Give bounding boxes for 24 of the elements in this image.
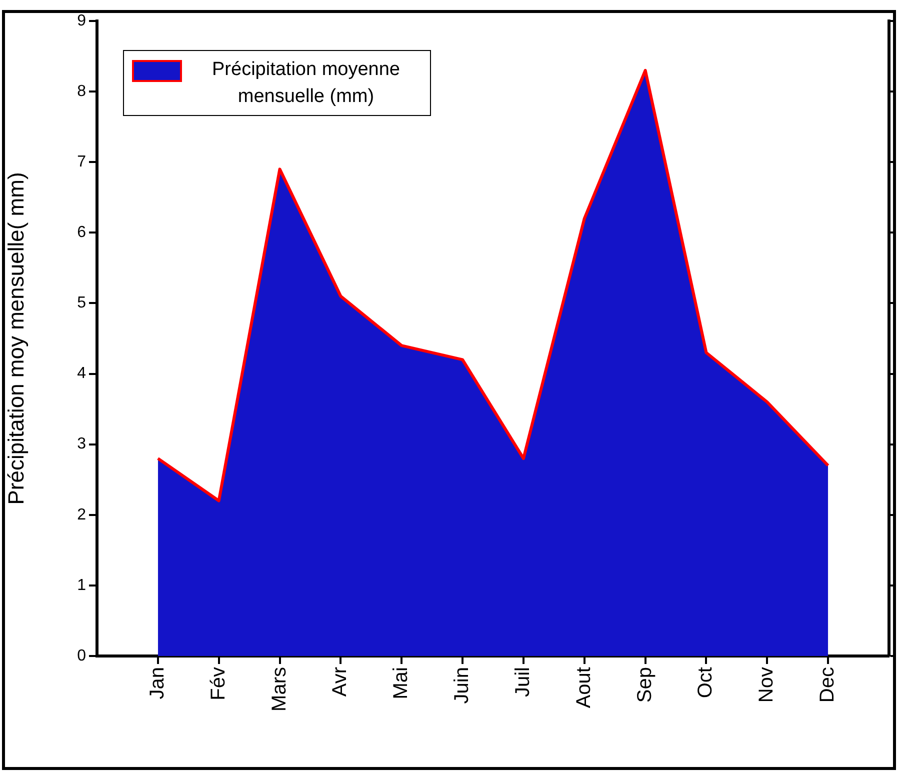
y-tick-label: 1 bbox=[77, 576, 86, 594]
x-tick-label: Fév bbox=[207, 667, 230, 700]
y-axis-title: Précipitation moy mensuelle( mm) bbox=[3, 172, 28, 505]
x-tick-label: Aout bbox=[572, 666, 595, 708]
y-tick-label: 0 bbox=[77, 647, 86, 664]
x-tick-label: Avr bbox=[329, 666, 352, 697]
x-tick-label: Dec bbox=[816, 667, 839, 703]
x-tick-label: Sep bbox=[634, 667, 656, 703]
x-tick-label: Mai bbox=[390, 667, 412, 700]
y-tick-label: 6 bbox=[77, 224, 86, 242]
y-tick-label: 5 bbox=[77, 294, 86, 312]
y-tick-label: 3 bbox=[77, 436, 86, 453]
y-tick-label: 2 bbox=[77, 506, 86, 524]
y-tick-label: 9 bbox=[77, 12, 86, 30]
x-tick-label: Juil bbox=[512, 667, 534, 698]
y-tick-label: 8 bbox=[77, 82, 86, 100]
x-tick-label: Oct bbox=[694, 666, 717, 698]
x-tick-label: Juin bbox=[451, 667, 474, 704]
y-tick-label: 4 bbox=[77, 365, 86, 382]
x-tick-label: Mars bbox=[268, 667, 290, 712]
legend-label: Précipitation moyenne mensuelle (mm) bbox=[211, 58, 401, 109]
x-tick-label: Jan bbox=[146, 667, 168, 700]
x-tick-label: Nov bbox=[756, 667, 778, 703]
y-tick-label: 7 bbox=[77, 154, 86, 171]
